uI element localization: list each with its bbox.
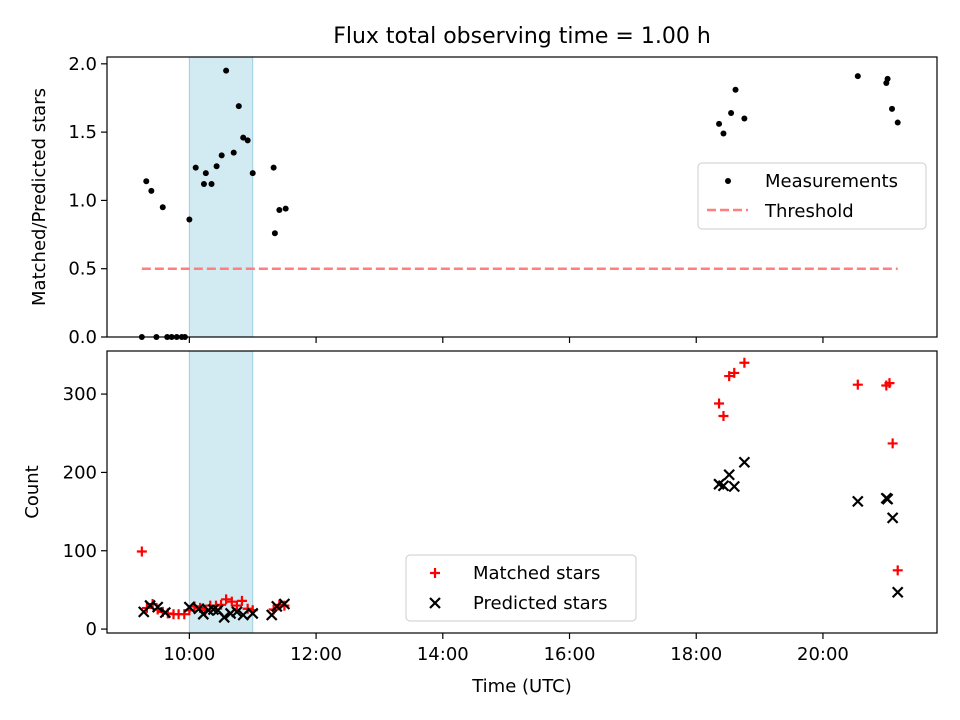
measurement-point (894, 119, 901, 126)
measurement-point (271, 230, 278, 237)
matched-star-point (718, 411, 729, 422)
measurement-point (282, 205, 289, 212)
measurement-point (884, 75, 891, 82)
predicted-star-point (738, 456, 751, 469)
axes-frame (106, 350, 938, 634)
legend-label: Matched stars (473, 563, 600, 584)
predicted-star-point (246, 607, 259, 620)
matched-star-point (724, 371, 735, 382)
measurement-point (716, 120, 723, 127)
measurement-point (192, 164, 199, 171)
predicted-star-point (278, 598, 291, 610)
measurement-point (213, 163, 220, 170)
matched-star-point (892, 565, 903, 576)
matched-star-point (221, 594, 232, 605)
legend-marker (429, 597, 441, 609)
x-tick-label: 10:00 (163, 644, 215, 665)
x-axis-label: Time (UTC) (471, 676, 572, 697)
measurement-point (720, 130, 727, 137)
matched-star-point (884, 378, 895, 389)
x-tick-label: 20:00 (797, 644, 849, 665)
measurement-point (276, 206, 283, 213)
matched-star-point (279, 600, 290, 611)
y-tick-label: 300 (63, 384, 97, 405)
measurement-point (202, 170, 209, 177)
matched-star-point (714, 398, 725, 409)
predicted-star-point (891, 586, 904, 599)
legend-marker (430, 568, 440, 578)
measurement-point (854, 73, 861, 80)
matched-star-point (739, 357, 750, 368)
measurement-point (240, 134, 247, 141)
measurement-point (143, 178, 150, 185)
y-tick-label: 0.0 (68, 327, 97, 348)
measurement-point (728, 110, 735, 116)
measurement-point (186, 216, 193, 223)
measurement-point (218, 152, 225, 159)
predicted-star-point (886, 512, 899, 524)
predicted-star-point (151, 601, 164, 613)
predicted-star-point (237, 609, 249, 621)
y-tick-label: 0 (86, 619, 97, 640)
predicted-star-point (852, 495, 864, 508)
matched-star-point (729, 367, 740, 378)
x-tick-label: 18:00 (670, 644, 722, 665)
legend-box (697, 162, 927, 230)
legend-marker (725, 178, 731, 184)
measurement-point (223, 67, 230, 74)
highlight-span (188, 56, 254, 338)
y-tick-label: 200 (63, 462, 97, 483)
x-tick-label: 12:00 (290, 644, 342, 665)
legend-box (405, 554, 637, 622)
y-tick-label: 1.0 (68, 190, 97, 211)
legend: Matched stars Predicted stars (405, 554, 637, 622)
measurement-point (148, 187, 155, 194)
matched-star-point (236, 595, 247, 606)
y-tick-label: 100 (63, 541, 97, 562)
matched-star-point (231, 600, 242, 611)
predicted-star-point (881, 493, 894, 505)
predicted-star-point (728, 480, 741, 493)
measurement-point (249, 170, 256, 177)
predicted-star-point (717, 479, 730, 492)
matched-star-point (887, 438, 898, 449)
x-tick-label: 16:00 (544, 644, 596, 665)
chart-title: Flux total observing time = 1.00 h (333, 24, 711, 49)
measurement-point (208, 181, 215, 188)
top-panel: 0.0 0.5 1.0 1.5 2.0 Matched/Predicted stars Fl… (29, 24, 938, 348)
matched-star-point (226, 596, 237, 607)
predicted-star-point (218, 611, 230, 624)
predicted-star-point (159, 606, 172, 619)
predicted-star-point (183, 601, 196, 613)
matched-star-point (852, 379, 863, 390)
measurement-point (270, 164, 277, 171)
measurement-point (159, 204, 166, 211)
predicted-star-point (231, 606, 243, 618)
measurement-point (235, 103, 242, 110)
legend-label: Threshold (764, 201, 854, 222)
measurement-point (230, 149, 237, 156)
matched-star-point (136, 546, 147, 557)
y-axis-label: Count (22, 465, 43, 518)
predicted-star-point (265, 609, 278, 621)
measurement-point (732, 86, 739, 93)
legend-label: Measurements (765, 171, 898, 192)
predicted-star-point (723, 468, 735, 481)
legend: Measurements Threshold (697, 162, 927, 230)
bottom-panel: 0 100 200 300 10:00 12:00 14:00 16:00 18:00 20:00… (22, 350, 938, 697)
y-tick-label: 2.0 (68, 54, 97, 75)
y-tick-label: 0.5 (68, 259, 97, 280)
measurement-point (889, 105, 896, 112)
highlight-span (188, 350, 254, 634)
x-tick-label: 14:00 (417, 644, 469, 665)
y-tick-label: 1.5 (68, 122, 97, 143)
axes-frame (106, 56, 938, 338)
measurement-point (244, 137, 251, 144)
legend-label: Predicted stars (473, 593, 607, 614)
y-axis-label: Matched/Predicted stars (29, 88, 50, 306)
measurement-point (200, 181, 207, 188)
measurement-point (741, 115, 748, 122)
